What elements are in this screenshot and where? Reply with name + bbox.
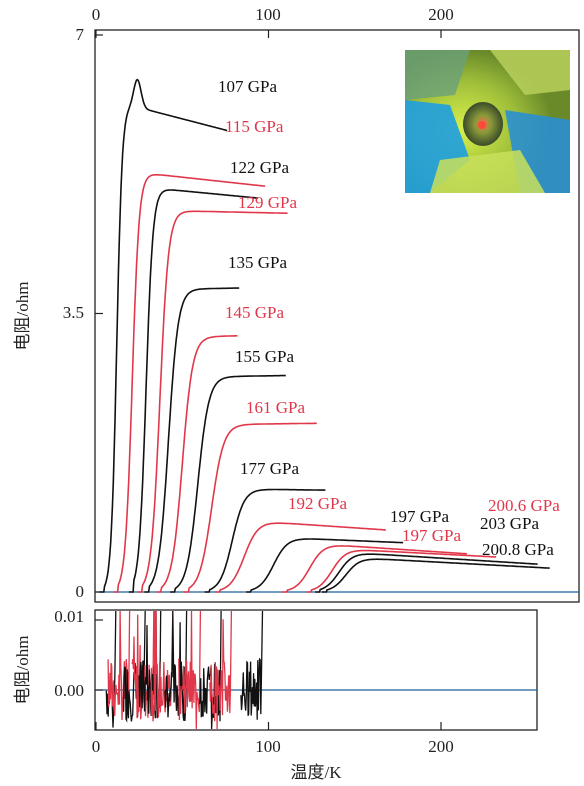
main-y-tick-0: 0 [76,582,85,601]
bottom-x-tick-200: 200 [428,737,454,756]
main-y-tick-7: 7 [76,25,85,44]
noise-trace-11 [240,610,264,720]
pressure-label-5: 135 GPa [228,253,287,272]
noise-trace-7 [164,610,188,722]
resistance-curve-11 [246,538,404,593]
pressure-label-11: 197 GPa [390,507,449,526]
main-x-top-tick-100: 100 [255,5,281,24]
resistance-curve-4 [137,210,288,593]
main-y-axis-label: 电阻/ohm [13,282,32,351]
resistance-curve-1 [99,78,228,593]
main-axis-ticks [95,30,442,593]
pressure-label-13: 200.6 GPa [488,496,560,515]
pressure-label-4: 129 GPa [238,193,297,212]
pressure-label-3: 122 GPa [230,158,289,177]
main-x-top-tick-0: 0 [92,5,101,24]
pressure-label-10: 192 GPa [288,494,347,513]
resistance-curve-13 [306,549,497,593]
bottom-x-tick-0: 0 [92,737,101,756]
resistance-curve-2 [113,174,266,593]
resistance-curve-8 [184,422,317,593]
pressure-label-9: 177 GPa [240,459,299,478]
resistance-curve-15 [322,558,550,593]
resistance-curves [99,78,550,593]
bottom-y-axis-label: 电阻/ohm [13,636,32,705]
bottom-x-tick-100: 100 [255,737,281,756]
bottom-plot-frame [94,609,538,731]
pressure-label-1: 107 GPa [218,77,277,96]
pressure-label-6: 145 GPa [225,303,284,322]
noise-trace-5 [138,610,162,719]
pressure-label-15: 200.8 GPa [482,540,554,559]
pressure-labels: 107 GPa 115 GPa 122 GPa 129 GPa 135 GPa 145 G… [218,77,560,559]
bottom-axis-ticks [95,619,442,730]
bottom-y-tick-0.01: 0.01 [54,607,84,626]
resistance-curve-6 [156,335,238,593]
bottom-y-tick-0.00: 0.00 [54,681,84,700]
pressure-label-14: 203 GPa [480,514,539,533]
main-plot-frame [94,29,580,603]
main-resistance-panel: 107 GPa 115 GPa 122 GPa 129 GPa 135 GPa 145 G… [13,5,580,603]
noise-trace-8 [178,610,202,729]
pressure-label-7: 155 GPa [235,347,294,366]
resistance-curve-9 [204,488,326,593]
noise-trace-6 [150,610,174,722]
pressure-label-2: 115 GPa [225,117,284,136]
resistance-curve-5 [144,287,240,593]
noise-trace-10 [209,610,233,730]
zero-resistance-panel: 0.01 0.00 0 100 200 电阻/ohm 温度/K [13,607,538,782]
pressure-label-12: 197 GPa [402,526,461,545]
main-y-tick-3.5: 3.5 [63,303,84,322]
resistance-curve-14 [315,553,538,593]
resistance-curve-3 [128,189,259,593]
resistance-curve-10 [215,522,386,593]
sample-photo-inset [405,50,570,193]
x-axis-label: 温度/K [291,763,343,782]
main-x-top-tick-200: 200 [428,5,454,24]
pressure-label-8: 161 GPa [246,398,305,417]
zero-resistance-noise [105,610,264,730]
resistance-curve-12 [282,545,467,593]
resistance-curve-7 [170,374,286,593]
